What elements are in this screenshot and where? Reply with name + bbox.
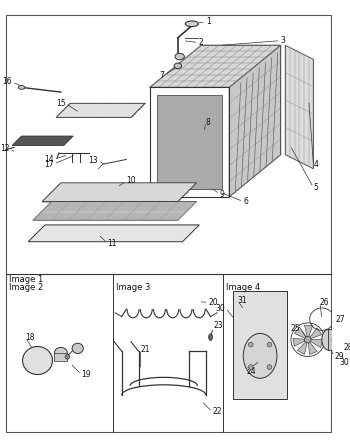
Text: 28: 28: [343, 343, 350, 352]
Text: Image 4: Image 4: [225, 283, 260, 292]
Text: 15: 15: [56, 99, 65, 108]
Bar: [328, 329, 343, 350]
Ellipse shape: [322, 329, 335, 350]
Text: 1: 1: [206, 17, 211, 26]
Text: 22: 22: [212, 408, 222, 417]
Ellipse shape: [248, 365, 253, 369]
Polygon shape: [56, 103, 145, 118]
Text: 10: 10: [126, 177, 136, 186]
Bar: [157, 95, 222, 190]
Polygon shape: [298, 340, 308, 354]
Text: 2: 2: [198, 38, 203, 47]
Ellipse shape: [22, 346, 52, 375]
Ellipse shape: [332, 333, 340, 346]
Ellipse shape: [185, 21, 198, 27]
Text: 17: 17: [44, 160, 54, 169]
Polygon shape: [150, 45, 281, 88]
Polygon shape: [42, 183, 196, 202]
Text: 8: 8: [206, 118, 211, 127]
Ellipse shape: [65, 354, 70, 359]
Ellipse shape: [267, 365, 272, 369]
Text: 25: 25: [291, 324, 300, 333]
Ellipse shape: [304, 337, 311, 343]
Polygon shape: [308, 328, 322, 340]
Text: 24: 24: [246, 367, 256, 376]
Ellipse shape: [243, 333, 277, 378]
Polygon shape: [33, 202, 196, 220]
Bar: [233, 291, 287, 399]
Text: 9: 9: [220, 190, 225, 198]
Text: 16: 16: [3, 77, 12, 86]
Polygon shape: [308, 340, 323, 347]
Text: 26: 26: [320, 298, 330, 307]
Text: 5: 5: [314, 183, 318, 192]
Text: 31: 31: [238, 296, 247, 305]
Text: 30: 30: [340, 358, 349, 367]
Polygon shape: [285, 45, 314, 169]
Ellipse shape: [175, 53, 184, 60]
Polygon shape: [229, 45, 281, 197]
Text: 3: 3: [281, 36, 286, 45]
Polygon shape: [28, 225, 199, 242]
Text: Image 1: Image 1: [8, 275, 43, 284]
Ellipse shape: [72, 343, 83, 354]
Polygon shape: [12, 136, 73, 145]
Polygon shape: [293, 338, 308, 346]
Text: 20: 20: [209, 298, 218, 307]
Text: Image 3: Image 3: [116, 283, 150, 292]
Text: 14: 14: [44, 155, 54, 164]
Polygon shape: [294, 327, 308, 340]
Text: Image 2: Image 2: [8, 283, 43, 292]
Text: 19: 19: [82, 370, 91, 379]
Text: 7: 7: [159, 71, 164, 80]
Text: 12: 12: [0, 143, 9, 153]
Text: 29: 29: [334, 352, 344, 361]
Ellipse shape: [209, 334, 212, 341]
Bar: [54, 353, 68, 361]
Text: 27: 27: [336, 315, 345, 324]
Ellipse shape: [267, 342, 272, 347]
Ellipse shape: [248, 342, 253, 347]
Text: 11: 11: [108, 239, 117, 248]
Polygon shape: [304, 325, 313, 340]
Text: 23: 23: [214, 320, 223, 329]
Ellipse shape: [18, 85, 25, 89]
Text: 13: 13: [89, 156, 98, 165]
Text: 30: 30: [216, 304, 225, 312]
Text: 18: 18: [25, 333, 35, 342]
Bar: [150, 88, 229, 197]
Ellipse shape: [54, 347, 68, 358]
Ellipse shape: [174, 63, 182, 69]
Text: 4: 4: [314, 160, 318, 169]
Polygon shape: [308, 340, 317, 354]
Text: 21: 21: [140, 345, 150, 354]
Text: 6: 6: [243, 197, 248, 206]
